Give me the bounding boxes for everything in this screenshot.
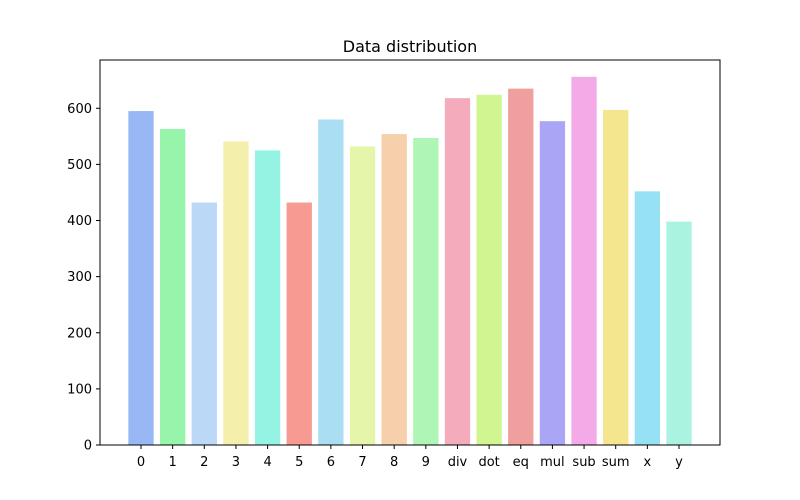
bar-x [634,191,661,445]
bar-9 [413,138,439,445]
x-tick-label-8: 8 [390,455,398,470]
bars-group [128,76,692,446]
y-tick-label-500: 500 [67,158,92,173]
x-tick-label-5: 5 [295,455,303,470]
x-tick-label-9: 9 [422,455,430,470]
bar-8 [381,134,407,445]
y-axis: 0 100 200 300 400 500 600 [67,102,100,454]
x-tick-label-7: 7 [358,455,366,470]
y-tick-label-300: 300 [67,270,92,285]
bar-sum [603,109,629,445]
bar-7 [349,146,376,445]
y-tick-label-200: 200 [67,326,92,341]
x-tick-label-4: 4 [263,455,271,470]
y-tick-label-400: 400 [67,214,92,229]
x-tick-label-6: 6 [327,455,335,470]
y-tick-label-100: 100 [67,382,92,397]
bar-4 [254,150,281,446]
bar-mul [539,121,566,446]
x-tick-label-dot: dot [478,455,499,470]
bar-0 [128,111,154,445]
bar-5 [286,202,312,445]
x-tick-label-sum: sum [602,455,630,470]
bar-div [444,98,471,445]
plot-frame [99,59,721,446]
bar-6 [318,119,344,446]
x-tick-label-sub: sub [572,455,595,470]
x-tick-label-0: 0 [137,455,145,470]
x-tick-label-div: div [448,455,468,470]
x-tick-label-y: y [675,455,683,470]
x-tick-label-mul: mul [540,455,565,470]
x-tick-label-x: x [644,455,652,470]
bar-1 [159,129,186,445]
x-axis: 0 1 2 3 4 5 6 7 8 9 div dot eq mul sub sum x y [137,445,683,470]
bar-2 [191,202,217,445]
bar-dot [476,94,502,446]
bar-eq [508,88,534,446]
x-tick-label-3: 3 [232,455,240,470]
x-tick-label-1: 1 [169,455,177,470]
x-tick-label-2: 2 [200,455,208,470]
bar-y [666,221,692,445]
bar-sub [571,76,597,445]
chart-title: Data distribution [343,37,477,56]
x-tick-label-eq: eq [513,455,529,470]
bar-3 [223,141,249,445]
y-tick-label-600: 600 [67,102,92,117]
y-tick-label-0: 0 [84,439,92,454]
